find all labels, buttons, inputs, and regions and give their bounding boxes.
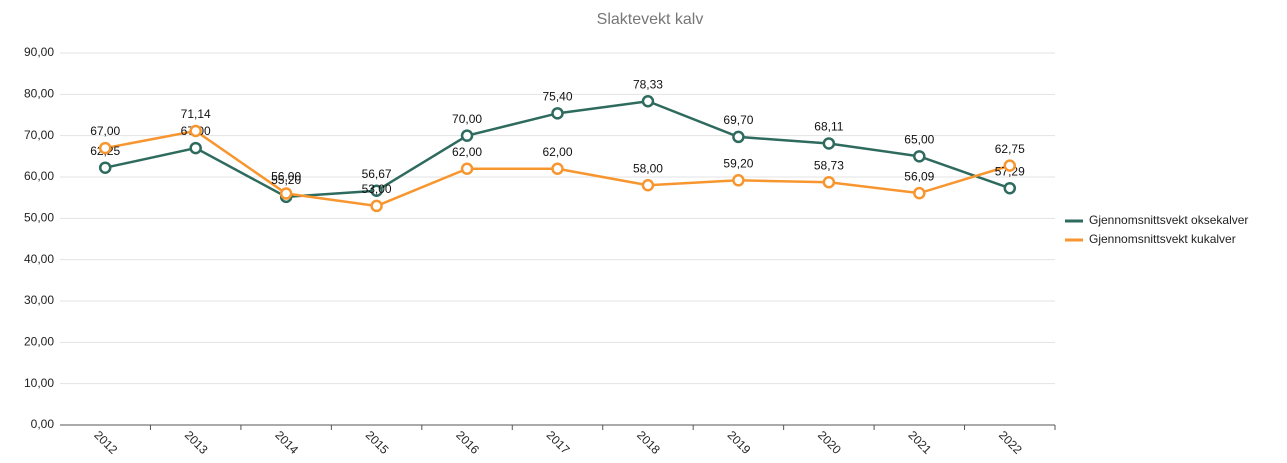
value-label: 71,14	[181, 107, 211, 121]
x-tick-label: 2015	[363, 428, 392, 457]
marker	[370, 199, 383, 213]
x-tick-label: 2016	[453, 428, 482, 457]
x-tick-label: 2022	[996, 428, 1025, 457]
marker	[370, 184, 383, 198]
marker	[98, 141, 112, 155]
marker	[641, 94, 655, 108]
marker	[460, 129, 474, 142]
marker	[641, 179, 655, 192]
marker	[551, 107, 564, 120]
y-tick-label: 80,00	[24, 87, 54, 101]
y-tick-label: 10,00	[24, 376, 54, 390]
x-tick-label: 2013	[182, 428, 211, 457]
value-label: 69,70	[723, 113, 753, 127]
value-label: 62,75	[995, 142, 1025, 156]
marker	[460, 162, 474, 175]
y-tick-label: 40,00	[24, 252, 54, 266]
marker	[822, 175, 836, 189]
value-label: 53,00	[362, 182, 392, 196]
marker	[279, 187, 293, 200]
x-tick-label: 2019	[725, 428, 754, 457]
y-tick-label: 0,00	[31, 417, 55, 431]
value-label: 62,00	[542, 145, 572, 159]
y-tick-label: 20,00	[24, 335, 54, 349]
value-label: 58,73	[814, 158, 844, 172]
y-tick-label: 70,00	[24, 128, 54, 142]
y-tick-label: 60,00	[24, 169, 54, 183]
value-label: 78,33	[633, 77, 663, 91]
value-label: 56,67	[362, 167, 392, 181]
value-label: 56,09	[904, 169, 934, 183]
x-tick-label: 2018	[634, 428, 663, 457]
value-label: 68,11	[814, 120, 843, 134]
value-label: 70,00	[452, 112, 482, 126]
value-label: 65,00	[904, 133, 934, 147]
x-tick-label: 2020	[815, 428, 844, 457]
marker	[189, 124, 202, 138]
value-label: 67,00	[90, 124, 120, 138]
marker	[1003, 159, 1017, 172]
x-tick-label: 2012	[91, 428, 120, 457]
legend-label: Gjennomsnittsvekt kukalver	[1089, 232, 1236, 246]
x-tick-label: 2014	[272, 428, 301, 457]
value-label: 75,40	[542, 90, 572, 104]
value-label: 59,20	[723, 156, 753, 170]
marker	[732, 174, 745, 187]
marker	[98, 161, 112, 174]
y-tick-label: 90,00	[24, 45, 54, 59]
marker	[189, 141, 202, 155]
chart-title: Slaktevekt kalv	[597, 11, 704, 28]
marker	[551, 162, 564, 175]
value-label: 56,00	[271, 170, 301, 184]
value-label: 62,00	[452, 145, 482, 159]
marker	[822, 137, 836, 150]
marker	[913, 186, 926, 200]
marker	[1003, 181, 1017, 195]
y-tick-label: 30,00	[24, 293, 54, 307]
y-tick-label: 50,00	[24, 211, 54, 225]
legend-label: Gjennomsnittsvekt oksekalver	[1089, 213, 1248, 227]
value-label: 58,00	[633, 161, 663, 175]
x-tick-label: 2021	[906, 428, 935, 457]
x-tick-label: 2017	[544, 428, 573, 457]
value-label: 55,20	[271, 173, 301, 187]
marker	[913, 150, 926, 163]
marker	[732, 130, 745, 144]
